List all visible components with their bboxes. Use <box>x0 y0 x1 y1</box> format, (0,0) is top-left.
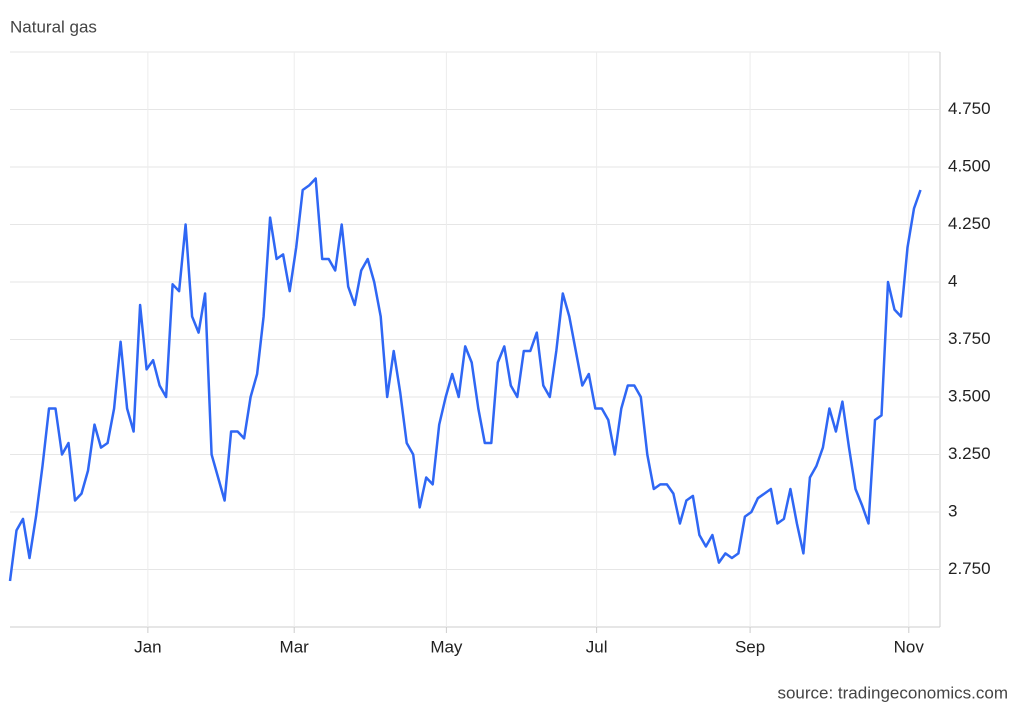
y-tick-label: 4.500 <box>948 156 991 175</box>
y-tick-label: 2.750 <box>948 559 991 578</box>
chart-title: Natural gas <box>10 17 97 36</box>
y-tick-label: 3 <box>948 501 957 520</box>
x-tick-label: Nov <box>894 637 925 656</box>
x-tick-label: Sep <box>735 637 765 656</box>
x-tick-label: Jan <box>134 637 161 656</box>
x-tick-label: Jul <box>586 637 608 656</box>
y-tick-label: 4.250 <box>948 214 991 233</box>
series-line <box>8 177 922 582</box>
y-tick-label: 4.750 <box>948 99 991 118</box>
y-tick-label: 4 <box>948 271 957 290</box>
x-tick-label: Mar <box>280 637 310 656</box>
y-tick-label: 3.500 <box>948 386 991 405</box>
source: source: tradingeconomics.com <box>777 683 1008 702</box>
y-tick-label: 3.750 <box>948 329 991 348</box>
x-tick-label: May <box>430 637 463 656</box>
y-tick-label: 3.250 <box>948 444 991 463</box>
